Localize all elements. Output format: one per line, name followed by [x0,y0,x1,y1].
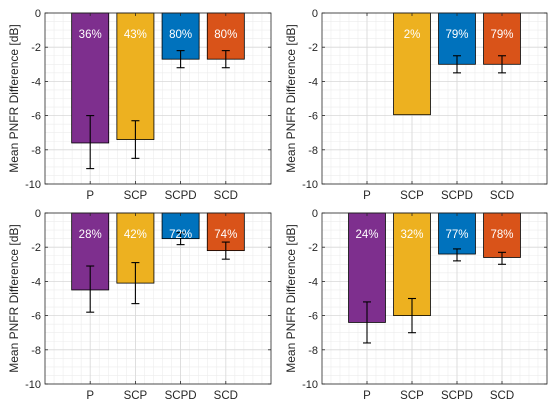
y-tick-label: -8 [31,345,41,357]
x-tick-label: SCP [400,390,424,402]
y-axis-label: Mean PNFR Difference [dB] [7,24,21,173]
y-tick-label: -10 [302,379,318,391]
x-tick-label: SCPD [441,190,473,202]
x-tick-label: SCP [124,190,148,202]
chart-panel-4: 24% 32% 77% 78% 0 -2 -4 -6 -8 -10 P SCP SCPD SCD Mean … [284,208,548,402]
y-tick-label: -10 [302,179,318,191]
y-axis-ticks: 0 -2 -4 -6 -8 -10 [302,8,547,191]
y-tick-label: -6 [308,111,318,123]
data-label-scp: 43% [124,29,147,41]
data-label-p: 28% [79,229,102,241]
data-label-p: 36% [79,29,102,41]
y-tick-label: 0 [312,208,318,220]
error-bar-scpd [453,248,461,262]
y-tick-label: -10 [25,379,41,391]
error-bar-scpd [176,50,185,69]
y-axis-ticks: 0 -2 -4 -6 -8 -10 [25,208,271,391]
y-tick-label: -2 [31,42,41,54]
axes-box [44,12,272,185]
y-axis-label: Mean PNFR Difference [dB] [284,224,298,373]
y-tick-label: -10 [25,179,41,191]
y-tick-label: -2 [31,242,41,254]
y-tick-label: -4 [31,276,41,288]
y-tick-label: -8 [31,145,41,157]
data-label-scd: 80% [214,29,237,41]
data-label-scpd: 77% [445,229,468,241]
data-label-scpd: 72% [169,229,192,241]
x-axis-ticks: P SCP SCPD SCD [86,13,238,202]
error-bar-scd [498,55,506,74]
data-label-scpd: 79% [445,29,468,41]
x-tick-label: SCP [400,190,424,202]
data-label-scp: 2% [404,29,421,41]
y-tick-label: -6 [31,111,41,123]
y-axis-ticks: 0 -2 -4 -6 -8 -10 [302,208,547,391]
y-tick-label: -2 [308,42,318,54]
x-tick-label: SCD [490,390,514,402]
x-tick-label: SCD [214,190,238,202]
error-bar-scd [498,251,506,265]
error-bar-scp [131,120,140,159]
x-tick-label: P [86,390,94,402]
bar-scpd [438,12,476,65]
axes-box [44,212,272,385]
data-label-scp: 42% [124,229,147,241]
x-axis-ticks: P SCP SCPD SCD [363,13,514,202]
data-label-p: 24% [355,229,378,241]
y-tick-label: -4 [31,76,41,88]
bar-scp [393,12,431,116]
error-bar-scd [221,50,230,69]
y-tick-label: -4 [308,76,318,88]
x-tick-label: SCPD [165,190,197,202]
data-label-scpd: 80% [169,29,192,41]
data-label-scd: 78% [490,229,513,241]
y-axis-label: Mean PNFR Difference [dB] [7,224,21,373]
x-axis-ticks: P SCP SCPD SCD [363,213,514,402]
x-tick-label: SCPD [165,390,197,402]
error-bar-p [363,301,371,344]
x-tick-label: SCD [214,390,238,402]
axes-box [321,12,548,185]
y-tick-label: -4 [308,276,318,288]
data-label-scp: 32% [400,229,423,241]
y-axis-ticks: 0 -2 -4 -6 -8 -10 [25,8,271,191]
bar-scp [116,12,155,140]
y-tick-label: 0 [312,8,318,20]
data-label-scd: 79% [490,29,513,41]
chart-panel-3: 28% 42% 72% 74% 0 -2 -4 -6 -8 -10 P SCP SCPD SCD Mean … [7,208,272,402]
y-tick-label: -8 [308,345,318,357]
error-bar-p [86,265,95,313]
x-tick-label: SCP [124,390,148,402]
y-tick-label: 0 [35,8,41,20]
error-bar-scpd [453,55,461,74]
y-tick-label: -2 [308,242,318,254]
x-tick-label: SCD [490,190,514,202]
y-tick-label: -6 [308,311,318,323]
y-tick-label: 0 [35,208,41,220]
chart-panel-2: 2% 79% 79% 0 -2 -4 -6 -8 -10 P SCP SCPD SCD Mean PNFR… [284,8,548,202]
x-tick-label: SCPD [441,390,473,402]
x-axis-ticks: P SCP SCPD SCD [86,213,238,402]
error-bar-scp [131,262,140,305]
error-bar-scpd [176,232,185,246]
y-axis-label: Mean PNFR Difference [dB] [284,24,298,173]
bar-scd [483,212,521,258]
x-tick-label: P [363,390,371,402]
x-tick-label: P [86,190,94,202]
error-bar-scd [221,241,230,260]
error-bar-p [86,115,95,170]
data-label-scd: 74% [214,229,237,241]
x-tick-label: P [363,190,371,202]
axes-box [321,212,548,385]
error-bar-scp [408,297,416,334]
y-tick-label: -6 [31,311,41,323]
chart-panel-1: 36% 43% 80% 80% 0 -2 -4 -6 -8 -10 P SCP SCPD SCD Mean … [7,8,272,202]
y-tick-label: -8 [308,145,318,157]
